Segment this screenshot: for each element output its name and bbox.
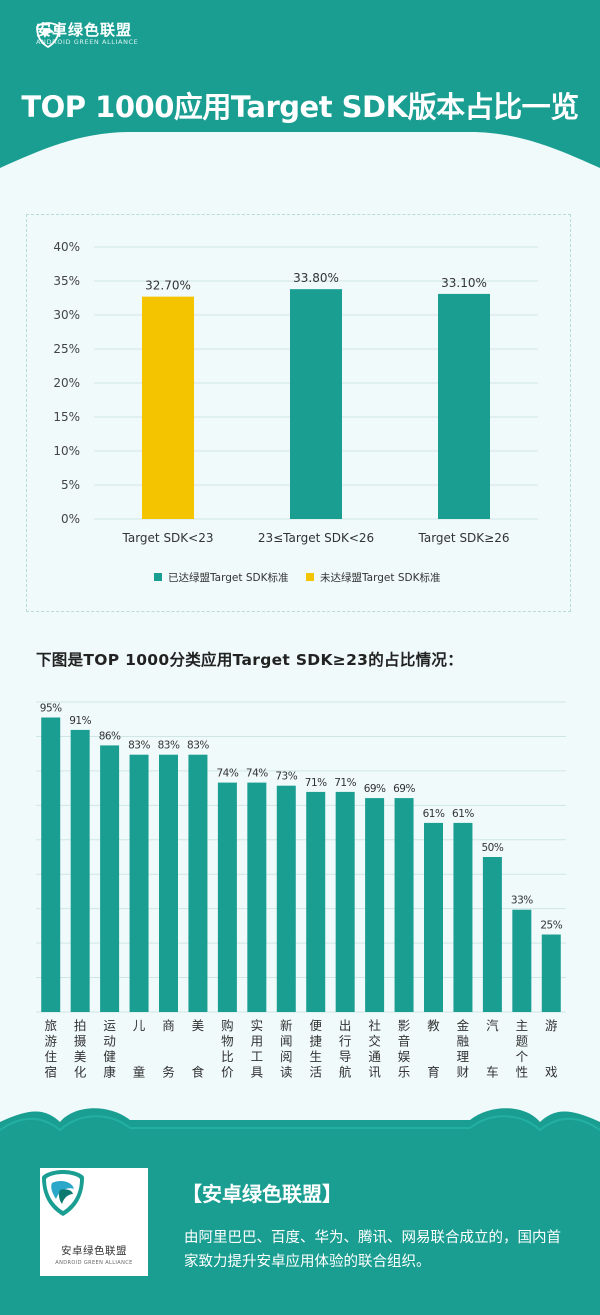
legend-swatch — [154, 573, 162, 581]
category-chart-title: 下图是TOP 1000分类应用Target SDK≥23的占比情况： — [36, 651, 464, 669]
data-label: 69% — [393, 783, 415, 795]
footer-logo-card: 安卓绿色联盟 ANDROID GREEN ALLIANCE — [38, 1166, 150, 1278]
header-brand-en: ANDROID GREEN ALLIANCE — [36, 38, 139, 46]
bar — [453, 822, 473, 1012]
x-tick-label: 运动健康 — [103, 1018, 116, 1080]
bar — [188, 754, 208, 1012]
bar — [438, 293, 490, 519]
y-tick-label: 25% — [53, 342, 80, 356]
data-label: 25% — [540, 920, 562, 932]
y-tick-label: 40% — [53, 240, 80, 254]
y-tick-label: 30% — [53, 308, 80, 322]
shield-logo-icon — [36, 22, 60, 48]
x-tick-label: 教育 — [427, 1018, 440, 1080]
sdk-version-bar-chart: 0% 5% 10% 15% 20% 25% 30% 35% 40% 32.70% Target SD… — [53, 240, 538, 584]
x-tick-label: 实用工具 — [251, 1018, 264, 1080]
legend-label: 已达绿盟Target SDK标准 — [168, 571, 288, 584]
x-tick-label: 儿童 — [133, 1018, 146, 1080]
bar — [541, 934, 561, 1012]
bar — [335, 791, 355, 1012]
legend-label: 未达绿盟Target SDK标准 — [320, 571, 440, 584]
y-tick-label: 35% — [53, 274, 80, 288]
y-tick-label: 20% — [53, 376, 80, 390]
y-tick-label: 5% — [61, 478, 80, 492]
footer: 安卓绿色联盟 ANDROID GREEN ALLIANCE 【安卓绿色联盟】 由… — [0, 1100, 600, 1315]
footer-description: 由阿里巴巴、百度、华为、腾讯、网易联合成立的，国内首家致力提升安卓应用体验的联合… — [184, 1230, 561, 1270]
bar — [394, 798, 414, 1012]
footer-brand-en: ANDROID GREEN ALLIANCE — [55, 1260, 133, 1266]
bar — [247, 782, 267, 1012]
footer-heading: 【安卓绿色联盟】 — [182, 1182, 342, 1206]
bar — [365, 798, 385, 1012]
x-tick-label: 购物比价 — [221, 1018, 234, 1080]
data-label: 32.70% — [145, 279, 191, 293]
data-label: 83% — [158, 740, 180, 752]
x-tick-label: 主题个性 — [516, 1018, 529, 1080]
bar — [129, 754, 149, 1012]
data-label: 69% — [364, 783, 386, 795]
data-label: 71% — [305, 777, 327, 789]
data-label: 83% — [187, 740, 209, 752]
data-label: 71% — [334, 777, 356, 789]
x-tick-label: 旅游住宿 — [44, 1018, 57, 1080]
page-title: TOP 1000应用Target SDK版本占比一览 — [21, 90, 579, 124]
footer-brand-cn: 安卓绿色联盟 — [61, 1245, 127, 1257]
data-label: 33% — [511, 895, 533, 907]
category-bar-chart: 95% 旅游住宿 91% 拍摄美化 86% 运动健康 83% 儿童 83% 商务 83% 美食 74% 购… — [36, 701, 566, 1080]
data-label: 91% — [69, 715, 91, 727]
x-tick-label: 社交通讯 — [368, 1018, 381, 1080]
bar — [424, 822, 443, 1012]
bar — [41, 717, 61, 1012]
x-tick-label: 美食 — [192, 1018, 205, 1080]
x-tick-label: 金融理财 — [457, 1018, 470, 1080]
x-tick-label: 游戏 — [545, 1018, 558, 1080]
bar — [70, 729, 90, 1012]
x-tick-label: Target SDK≥26 — [418, 531, 510, 545]
y-tick-label: 10% — [53, 444, 80, 458]
footer-background — [0, 1108, 600, 1315]
data-label: 74% — [216, 768, 238, 780]
data-label: 61% — [423, 808, 445, 820]
data-label: 86% — [99, 730, 121, 742]
data-label: 73% — [275, 771, 297, 783]
bar — [290, 289, 342, 519]
x-tick-label: 新闻阅读 — [280, 1018, 293, 1080]
header-banner: 安卓绿色联盟 ANDROID GREEN ALLIANCE TOP 1000应用… — [0, 0, 600, 170]
bar — [100, 745, 120, 1012]
x-tick-label: 便捷生活 — [309, 1018, 322, 1080]
bar — [482, 857, 502, 1012]
data-label: 33.10% — [441, 276, 487, 290]
header-logo: 安卓绿色联盟 ANDROID GREEN ALLIANCE — [36, 21, 139, 48]
x-tick-label: 商务 — [162, 1018, 175, 1080]
data-label: 61% — [452, 808, 474, 820]
bar — [512, 909, 532, 1012]
bar — [217, 782, 237, 1012]
x-tick-label: 汽车 — [486, 1018, 499, 1080]
data-label: 33.80% — [293, 271, 339, 285]
data-label: 95% — [40, 703, 62, 715]
bar — [142, 296, 194, 519]
x-tick-label: 影音娱乐 — [398, 1018, 411, 1080]
header-background — [0, 0, 600, 168]
data-label: 83% — [128, 740, 150, 752]
x-tick-label: Target SDK<23 — [122, 531, 214, 545]
data-label: 74% — [246, 768, 268, 780]
data-label: 50% — [481, 842, 503, 854]
legend-swatch — [306, 573, 314, 581]
x-tick-label: 出行导航 — [339, 1018, 352, 1080]
x-tick-label: 拍摄美化 — [74, 1018, 87, 1080]
bar — [276, 785, 296, 1012]
y-tick-label: 15% — [53, 410, 80, 424]
x-tick-label: 23≤Target SDK<26 — [258, 531, 374, 545]
shield-logo-icon — [42, 1170, 84, 1216]
bar — [159, 754, 178, 1012]
y-tick-label: 0% — [61, 512, 80, 526]
header-brand-cn: 安卓绿色联盟 — [36, 21, 133, 39]
bar — [306, 791, 326, 1012]
